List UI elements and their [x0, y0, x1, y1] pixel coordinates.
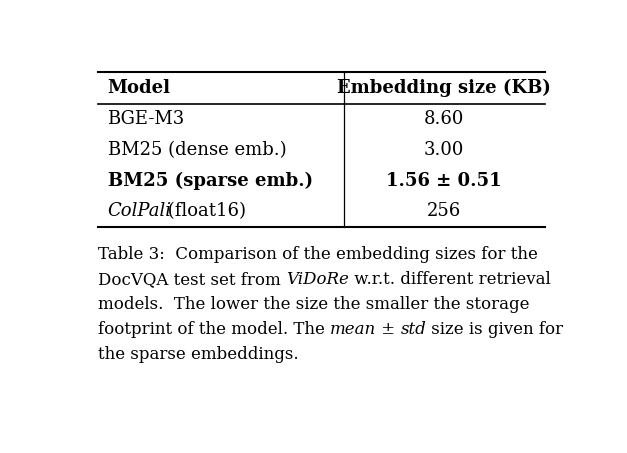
Text: std: std [401, 321, 426, 338]
Text: BM25 (dense emb.): BM25 (dense emb.) [108, 141, 286, 159]
Text: Table 3:  Comparison of the embedding sizes for the: Table 3: Comparison of the embedding siz… [98, 246, 538, 263]
Text: BGE-M3: BGE-M3 [108, 110, 185, 128]
Text: 256: 256 [427, 202, 461, 220]
Text: mean: mean [330, 321, 376, 338]
Text: (float16): (float16) [162, 202, 246, 220]
Text: size is given for: size is given for [426, 321, 564, 338]
Text: Model: Model [108, 79, 171, 97]
Text: DocVQA test set from: DocVQA test set from [98, 271, 286, 288]
Text: ViDoRe: ViDoRe [286, 271, 349, 288]
Text: BM25 (sparse emb.): BM25 (sparse emb.) [108, 172, 313, 190]
Text: footprint of the model. The: footprint of the model. The [98, 321, 330, 338]
Text: w.r.t. different retrieval: w.r.t. different retrieval [349, 271, 551, 288]
Text: the sparse embeddings.: the sparse embeddings. [98, 346, 298, 363]
Text: 8.60: 8.60 [424, 110, 465, 128]
Text: ColPali: ColPali [108, 202, 172, 220]
Text: ±: ± [376, 321, 401, 338]
Text: 1.56 ± 0.51: 1.56 ± 0.51 [386, 172, 502, 190]
Text: Embedding size (KB): Embedding size (KB) [337, 79, 551, 97]
Text: models.  The lower the size the smaller the storage: models. The lower the size the smaller t… [98, 296, 529, 313]
Text: 3.00: 3.00 [424, 141, 465, 159]
